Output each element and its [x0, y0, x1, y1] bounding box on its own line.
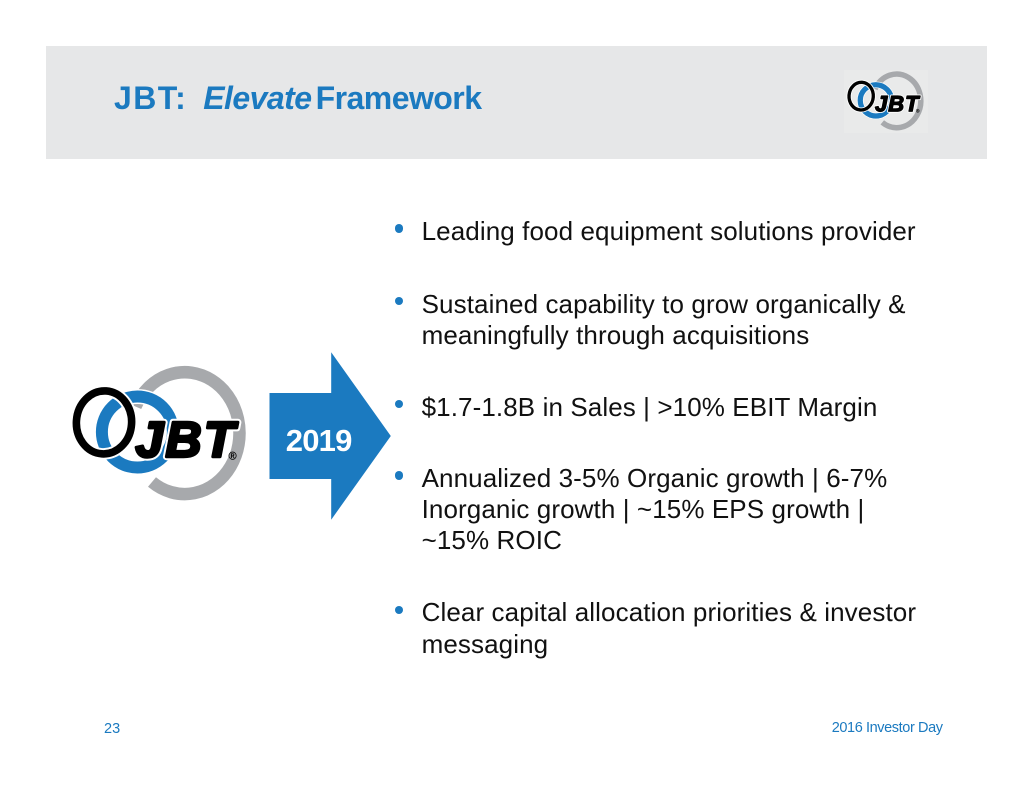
svg-text:2019: 2019: [286, 423, 352, 458]
